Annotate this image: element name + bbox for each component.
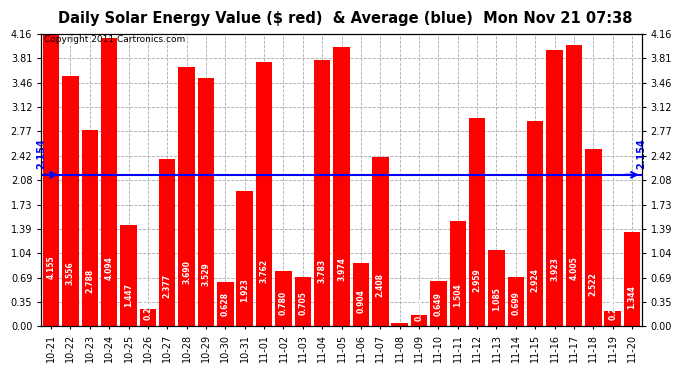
Bar [546, 50, 563, 326]
Bar [159, 159, 175, 326]
Text: 2.959: 2.959 [473, 268, 482, 291]
Text: 4.005: 4.005 [569, 257, 578, 280]
Bar [139, 309, 156, 326]
Bar [411, 315, 427, 326]
Text: 1.447: 1.447 [124, 284, 133, 308]
Bar [566, 45, 582, 326]
Text: 3.974: 3.974 [337, 257, 346, 281]
Bar [81, 130, 98, 326]
Bar [256, 62, 273, 326]
Bar [489, 250, 504, 326]
Bar [198, 78, 214, 326]
Bar [508, 277, 524, 326]
Bar [527, 121, 544, 326]
Bar [217, 282, 234, 326]
Text: 3.762: 3.762 [259, 259, 268, 283]
Bar [469, 118, 485, 326]
Bar [353, 262, 369, 326]
Bar [62, 76, 79, 326]
Text: 4.094: 4.094 [105, 256, 114, 279]
Text: 0.649: 0.649 [434, 292, 443, 316]
Text: 1.923: 1.923 [240, 279, 249, 303]
Text: 1.085: 1.085 [492, 287, 501, 311]
Text: 0.220: 0.220 [608, 297, 617, 320]
Bar [333, 47, 350, 326]
Bar [101, 38, 117, 326]
Text: 3.529: 3.529 [201, 262, 210, 285]
Text: 0.699: 0.699 [511, 291, 520, 315]
Bar [372, 157, 388, 326]
Text: 3.690: 3.690 [182, 260, 191, 284]
Text: Copyright 2011 Cartronics.com: Copyright 2011 Cartronics.com [44, 35, 186, 44]
Bar [43, 34, 59, 326]
Text: 2.154: 2.154 [637, 138, 647, 169]
Bar [449, 220, 466, 326]
Bar [179, 67, 195, 326]
Bar [430, 280, 446, 326]
Text: 4.155: 4.155 [47, 255, 56, 279]
Text: 0.628: 0.628 [221, 292, 230, 316]
Text: 3.556: 3.556 [66, 262, 75, 285]
Text: 2.377: 2.377 [163, 273, 172, 298]
Text: 1.504: 1.504 [453, 283, 462, 307]
Text: Daily Solar Energy Value ($ red)  & Average (blue)  Mon Nov 21 07:38: Daily Solar Energy Value ($ red) & Avera… [58, 11, 632, 26]
Text: 2.522: 2.522 [589, 272, 598, 296]
Text: 2.788: 2.788 [86, 269, 95, 293]
Bar [624, 232, 640, 326]
Text: 0.154: 0.154 [415, 297, 424, 321]
Text: 0.904: 0.904 [357, 290, 366, 313]
Text: 1.344: 1.344 [627, 285, 636, 309]
Bar [120, 225, 137, 326]
Bar [237, 191, 253, 326]
Text: 0.780: 0.780 [279, 290, 288, 315]
Text: 2.924: 2.924 [531, 268, 540, 292]
Text: 0.247: 0.247 [144, 296, 152, 320]
Text: 0.705: 0.705 [298, 291, 307, 315]
Bar [275, 272, 292, 326]
Text: 3.923: 3.923 [550, 258, 559, 281]
Bar [604, 311, 621, 326]
Text: 2.154: 2.154 [37, 138, 46, 169]
Text: 3.783: 3.783 [317, 259, 326, 283]
Bar [314, 60, 331, 326]
Bar [585, 149, 602, 326]
Bar [391, 322, 408, 326]
Text: 2.408: 2.408 [376, 273, 385, 297]
Bar [295, 277, 311, 326]
